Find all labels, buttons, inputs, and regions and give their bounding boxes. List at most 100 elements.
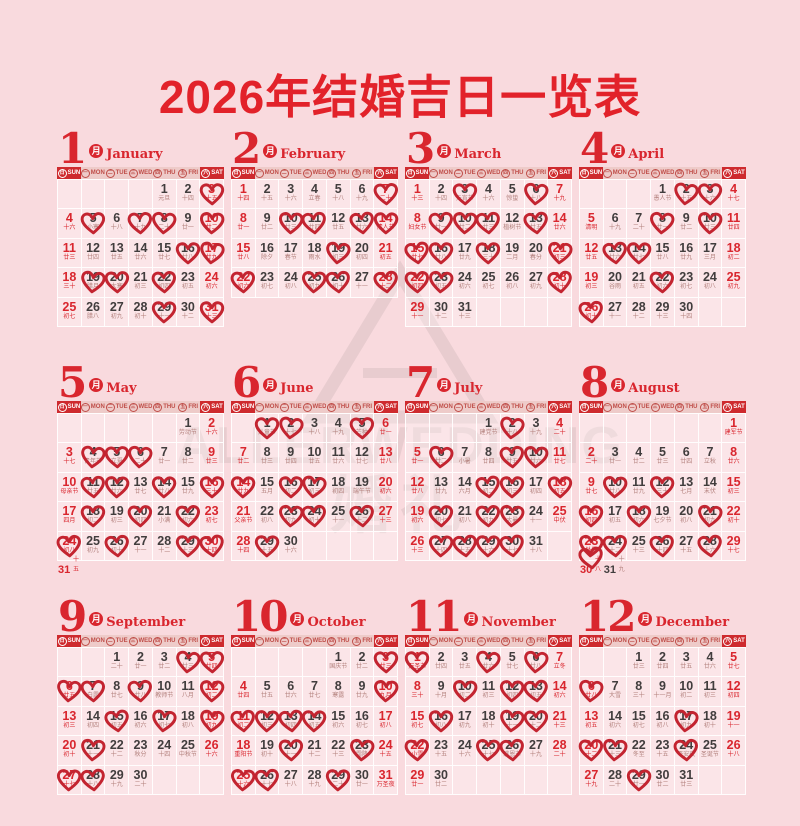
lunar-label: 廿二 (458, 225, 471, 232)
day-cell: 12 初四 (722, 677, 746, 707)
day-number: 1 (485, 416, 492, 430)
day-cell: 7 立秋 (698, 443, 723, 473)
day-cell: 12 廿六 (104, 472, 130, 503)
day-number: 1 (730, 416, 738, 430)
day-number: 23 (584, 533, 599, 548)
month-name-en: September (106, 615, 186, 630)
day-cell: 5 清明 (580, 209, 604, 239)
month-number: 7 (406, 358, 435, 407)
day-number: 22 (109, 738, 124, 753)
day-cell: 1 建党节 (477, 414, 501, 444)
day-number: 16 (434, 240, 449, 255)
lunar-label: 初六 (205, 284, 218, 291)
day-cell-empty (627, 180, 652, 210)
day-cell: 2 十七 (279, 414, 304, 444)
day-number: 6 (382, 416, 390, 430)
day-number: 3 (208, 182, 216, 196)
weekday-zh-badge: 一 (80, 636, 90, 646)
day-cell: 28 十四 (232, 531, 256, 561)
day-cell: 13 初四 (278, 706, 304, 737)
day-number: 7 (160, 445, 168, 460)
day-number: 13 (354, 211, 369, 226)
day-number: 26 (204, 738, 219, 753)
day-cell: 10 廿二 (452, 209, 478, 239)
lunar-label: 十三 (609, 752, 622, 759)
weekday-fri: 五 FRI (350, 635, 375, 647)
day-cell: 14 廿七 (626, 238, 652, 269)
day-cell: 30 廿一 (350, 765, 375, 795)
day-cell: 11 八月 (176, 677, 201, 707)
day-number: 4 (485, 650, 492, 664)
lunar-label: 教师节 (155, 693, 174, 700)
weekday-fri: 五 FRI (350, 401, 375, 413)
day-number: 24 (457, 270, 472, 285)
weekday-zh-badge: 六 (723, 402, 733, 412)
day-cell-empty (105, 180, 130, 210)
day-grid: 1 建军节 2 二十 3 廿一 4 廿二 5 廿三 6 廿四 7 立秋 8 廿六 9 廿七 10 廿八 11 廿九 12 三十… (578, 413, 746, 575)
weekday-zh-badge: 六 (375, 168, 385, 178)
month-unit-badge: 月 (611, 378, 626, 392)
day-cell: 11 廿六 (326, 443, 351, 473)
lunar-label: 十六 (205, 430, 218, 436)
day-number: 27 (608, 299, 623, 314)
day-cell: 8 三十 (627, 677, 652, 707)
lunar-label: 初三 (308, 488, 321, 495)
lunar-label: 初八 (379, 722, 392, 729)
day-number: 3 (461, 650, 469, 664)
day-number: 30 (679, 299, 694, 314)
day-number: 19 (354, 474, 369, 489)
weekday-tue: 二 TUE (626, 635, 651, 647)
day-number: 24 (204, 270, 219, 285)
day-number: 29 (410, 767, 425, 782)
weekday-zh-badge: 二 (105, 636, 115, 646)
day-number: 22 (631, 738, 646, 753)
day-number: 11 (632, 474, 646, 489)
day-number: 6 (682, 445, 690, 460)
day-cell-empty (500, 297, 525, 327)
day-number: 23 (655, 738, 670, 753)
weekday-tue: 二 TUE (278, 167, 303, 179)
lunar-label: 十九 (609, 225, 622, 232)
month-april: 4 月 April 日 SUN 一 MON 二 TUE 三 WED 四 THU 五 FRI 六 SAT 1 愚人节 2… (578, 128, 747, 333)
weekday-zh-badge: 三 (128, 402, 138, 412)
day-number: 15 (157, 240, 172, 255)
lunar-label: 廿一 (609, 459, 622, 466)
day-cell: 24 十二 31 十九 (602, 531, 628, 575)
overflow-lunar-label: 十五 (72, 556, 79, 573)
day-number: 22 (726, 504, 741, 519)
weekday-en-label: MON (612, 638, 627, 644)
lunar-label: 廿七 (585, 488, 598, 495)
weekday-header: 日 SUN 一 MON 二 TUE 三 WED 四 THU 五 FRI 六 SAT (405, 635, 573, 647)
lunar-label: 初九 (703, 518, 716, 525)
month-name-en: March (454, 147, 502, 162)
day-number: 12 (410, 474, 425, 489)
weekday-zh-badge: 二 (627, 402, 637, 412)
month-number: 5 (58, 358, 87, 407)
weekday-en-label: TUE (463, 404, 476, 410)
day-cell-empty (81, 414, 106, 444)
day-cell: 6 二十 (128, 443, 153, 473)
weekday-en-label: WED (138, 404, 153, 410)
weekday-sun: 日 SUN (579, 167, 603, 179)
day-cell: 19 十一 (722, 706, 746, 737)
day-number: 18 (552, 474, 567, 489)
day-number: 19 (86, 270, 101, 285)
day-number: 9 (587, 474, 595, 489)
day-cell: 6 十九 (603, 209, 628, 239)
lunar-label: 初二 (284, 488, 297, 495)
lunar-label: 二十 (134, 459, 147, 466)
lunar-label: 十三 (181, 547, 194, 554)
lunar-label: 初七 (632, 722, 645, 729)
day-cell: 7 白露 (80, 677, 106, 707)
day-number: 15 (726, 474, 741, 489)
lunar-label: 廿四 (680, 459, 693, 466)
day-cell: 28 十二 (152, 531, 177, 561)
lunar-label: 初四 (134, 518, 147, 525)
weekday-en-label: FRI (536, 638, 547, 644)
overflow-lunar-label: 十八 (594, 556, 601, 573)
weekday-zh-badge: 一 (254, 402, 264, 412)
day-cell: 22 小雪 (404, 736, 430, 766)
day-cell: 29 二十 (326, 765, 351, 795)
lunar-label: 立春 (308, 196, 321, 202)
day-cell: 7 大雪 (603, 677, 628, 707)
